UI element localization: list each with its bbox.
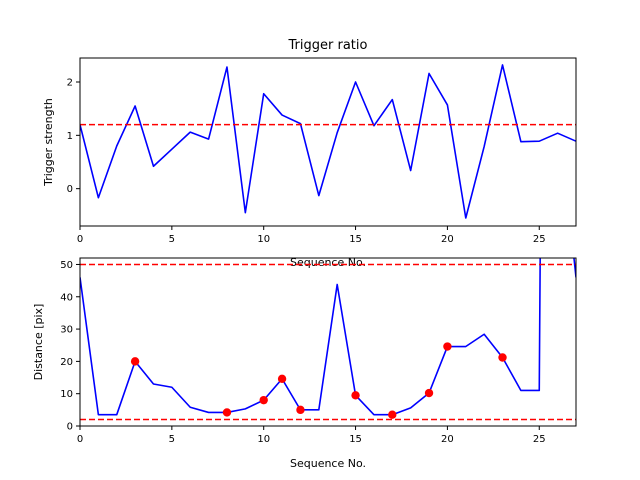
bottom-chart: 0 5 10 15 20 25 0 10 20 30 40 50 Distance [pix] Seq… <box>32 257 577 470</box>
top-plot-area <box>80 64 576 219</box>
bottom-marker-point <box>388 410 397 419</box>
top-ytick-label: 1 <box>67 131 73 142</box>
bottom-marker-point <box>130 357 140 366</box>
bottom-ytick-label: 30 <box>60 325 73 336</box>
top-chart-xlabel: Sequence No. <box>290 256 366 269</box>
top-ytick-label: 2 <box>67 78 73 89</box>
bottom-xtick-label: 15 <box>349 434 362 445</box>
bottom-ytick-label: 10 <box>60 389 73 400</box>
bottom-ytick-label: 40 <box>60 292 73 303</box>
bottom-chart-xlabel: Sequence No. <box>290 457 366 470</box>
top-xtick-label: 15 <box>349 234 362 245</box>
top-chart-plot: 0 5 10 15 20 25 0 1 2 <box>67 57 577 245</box>
top-chart-title: Trigger ratio <box>288 38 368 53</box>
bottom-ytick-label: 0 <box>67 422 73 433</box>
top-xtick-label: 0 <box>77 234 83 245</box>
bottom-marker-point <box>222 408 232 417</box>
bottom-chart-ylabel: Distance [pix] <box>32 304 45 381</box>
top-ytick-label: 0 <box>67 184 73 195</box>
bottom-marker-point <box>443 342 452 351</box>
top-axes-frame <box>79 57 577 227</box>
bottom-marker-point <box>296 405 305 415</box>
top-chart-ylabel: Trigger strength <box>42 98 55 187</box>
bottom-ytick-label: 50 <box>60 260 73 271</box>
top-xtick-label: 5 <box>169 234 175 245</box>
bottom-marker-point <box>424 388 434 398</box>
top-xtick-label: 10 <box>257 234 270 245</box>
bottom-marker-point <box>498 353 507 362</box>
bottom-xtick-label: 5 <box>169 434 175 445</box>
top-xtick-label: 25 <box>533 234 546 245</box>
bottom-ytick-label: 20 <box>60 357 73 368</box>
bottom-xtick-label: 20 <box>441 434 454 445</box>
bottom-series-line <box>80 258 576 416</box>
bottom-chart-plot: 0 5 10 15 20 25 0 10 20 30 40 50 <box>60 257 577 445</box>
bottom-marker-point <box>351 391 360 400</box>
top-chart: Trigger ratio 0 5 10 15 20 25 0 1 2 Trigger stre… <box>42 38 577 269</box>
bottom-xtick-label: 25 <box>533 434 546 445</box>
top-series-line <box>80 64 576 219</box>
bottom-axes-frame <box>79 257 577 427</box>
bottom-xtick-label: 0 <box>77 434 83 445</box>
bottom-marker-point <box>259 395 268 405</box>
top-xtick-label: 20 <box>441 234 454 245</box>
bottom-plot-area <box>80 258 576 421</box>
bottom-xtick-label: 10 <box>257 434 270 445</box>
bottom-marker-point <box>277 374 287 384</box>
